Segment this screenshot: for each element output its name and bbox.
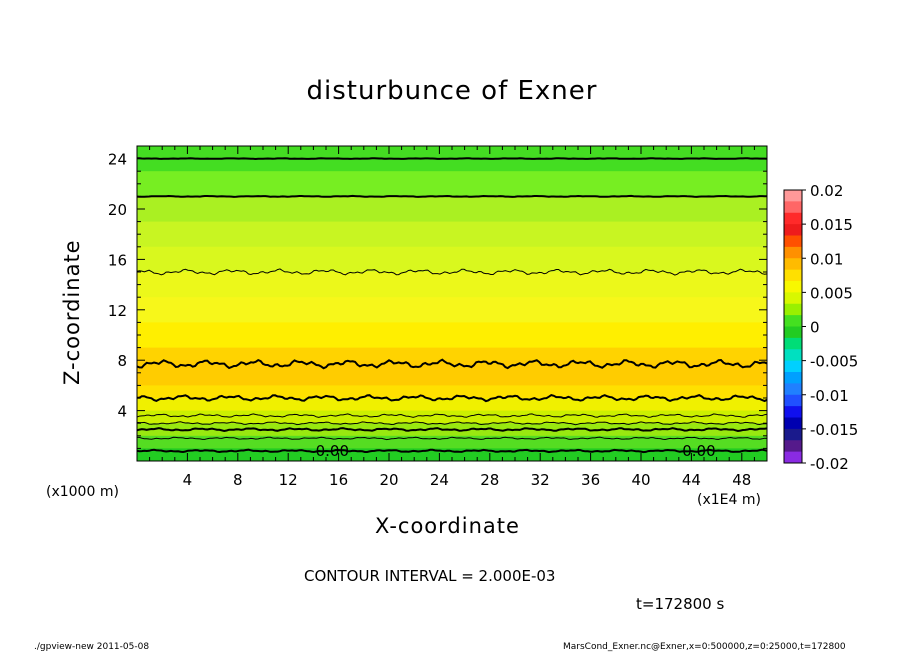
colorbar-swatch — [784, 326, 802, 339]
x-tick-label: 36 — [581, 471, 600, 489]
colorbar-swatch — [784, 406, 802, 418]
x-tick-label: 12 — [279, 471, 298, 489]
colorbar-swatch — [784, 269, 802, 282]
band-12 — [137, 410, 767, 424]
contour-interval-text: CONTOUR INTERVAL = 2.000E-03 — [304, 567, 556, 585]
y-tick-label: 4 — [117, 403, 127, 421]
contour-line-8 — [137, 436, 767, 441]
contour-line-1 — [137, 194, 767, 198]
colorbar-swatch — [784, 281, 802, 293]
plot-area: 0.00 0.00 — [137, 146, 767, 461]
band-6 — [137, 297, 767, 323]
time-label: t=172800 s — [636, 595, 725, 613]
colorbar-tick-label: 0 — [810, 319, 820, 337]
colorbar-tick-label: 0.005 — [810, 284, 853, 302]
contour-line-6 — [137, 421, 767, 426]
colorbar-swatch — [784, 372, 802, 384]
x-tick-label: 24 — [430, 471, 449, 489]
band-1 — [137, 171, 767, 197]
y-tick-label: 8 — [117, 352, 127, 370]
colorbar-swatch — [784, 349, 802, 362]
colorbar-swatch — [784, 451, 802, 464]
colorbar-swatch — [784, 235, 802, 248]
colorbar-swatch — [784, 383, 802, 396]
x-tick-label: 32 — [531, 471, 550, 489]
y-axis-label: Z-coordinate — [60, 239, 84, 385]
band-5 — [137, 272, 767, 298]
band-2 — [137, 196, 767, 223]
band-4 — [137, 246, 767, 273]
contour-line-3 — [137, 358, 767, 370]
y-tick-label: 12 — [108, 302, 127, 320]
colorbar-swatch — [784, 440, 802, 453]
colorbar-swatch — [784, 292, 802, 305]
colorbar-swatch — [784, 428, 802, 441]
x-tick-label: 48 — [732, 471, 751, 489]
colorbar-swatch — [784, 337, 802, 350]
band-10 — [137, 385, 767, 399]
colorbar-swatch — [784, 190, 802, 202]
colorbar-swatch — [784, 394, 802, 407]
colorbar-swatch — [784, 360, 802, 373]
colorbar-tick-label: -0.015 — [810, 421, 858, 439]
colorbar-tick-label: 0.01 — [810, 250, 843, 268]
x-tick-label: 8 — [233, 471, 243, 489]
colorbar-swatch — [784, 258, 802, 271]
band-7 — [137, 322, 767, 349]
y-tick-label: 20 — [108, 201, 127, 219]
colorbar-swatch — [784, 417, 802, 430]
colorbar: 0.02 0.015 0.01 0.005 0 -0.005 -0.01 -0.015 -0.0… — [783, 182, 858, 473]
contour-label: 0.00 — [682, 442, 715, 460]
chart-title: disturbunce of Exner — [306, 76, 598, 106]
contour-line-2 — [137, 268, 767, 276]
y-tick-label: 16 — [108, 251, 127, 269]
colorbar-tick-label: 0.015 — [810, 216, 853, 234]
x-tick-label: 4 — [183, 471, 193, 489]
colorbar-swatch — [784, 315, 802, 327]
contour-label: 0.00 — [316, 442, 349, 460]
colorbar-tick-label: -0.005 — [810, 353, 858, 371]
x-tick-label: 20 — [379, 471, 398, 489]
x-tick-label: 28 — [480, 471, 499, 489]
contour-line-5 — [137, 413, 767, 418]
x-axis-unit-right: (x1E4 m) — [697, 492, 761, 508]
x-tick-label: 40 — [631, 471, 650, 489]
footer-left: ./gpview-new 2011-05-08 — [34, 642, 150, 652]
contour-line-0 — [137, 157, 767, 161]
band-3 — [137, 221, 767, 248]
x-axis-unit-left: (x1000 m) — [46, 484, 119, 500]
colorbar-swatch — [784, 224, 802, 236]
band-11 — [137, 398, 767, 412]
contour-line-4 — [137, 394, 767, 403]
colorbar-tick-label: -0.01 — [810, 387, 849, 405]
contour-line-9 — [137, 448, 767, 454]
colorbar-swatch — [784, 212, 802, 225]
band-8 — [137, 347, 767, 361]
colorbar-swatch — [784, 201, 802, 214]
y-tick-label: 24 — [108, 151, 127, 169]
x-tick-label: 44 — [682, 471, 701, 489]
colorbar-tick-label: 0.02 — [810, 182, 843, 200]
contour-line-7 — [137, 427, 767, 433]
colorbar-tick-label: -0.02 — [810, 455, 849, 473]
colorbar-swatch — [784, 246, 802, 259]
footer-right: MarsCond_Exner.nc@Exner,x=0:500000,z=0:2… — [563, 642, 846, 652]
x-tick-label: 16 — [329, 471, 348, 489]
x-axis-label: X-coordinate — [375, 514, 520, 538]
colorbar-swatch — [784, 303, 802, 316]
